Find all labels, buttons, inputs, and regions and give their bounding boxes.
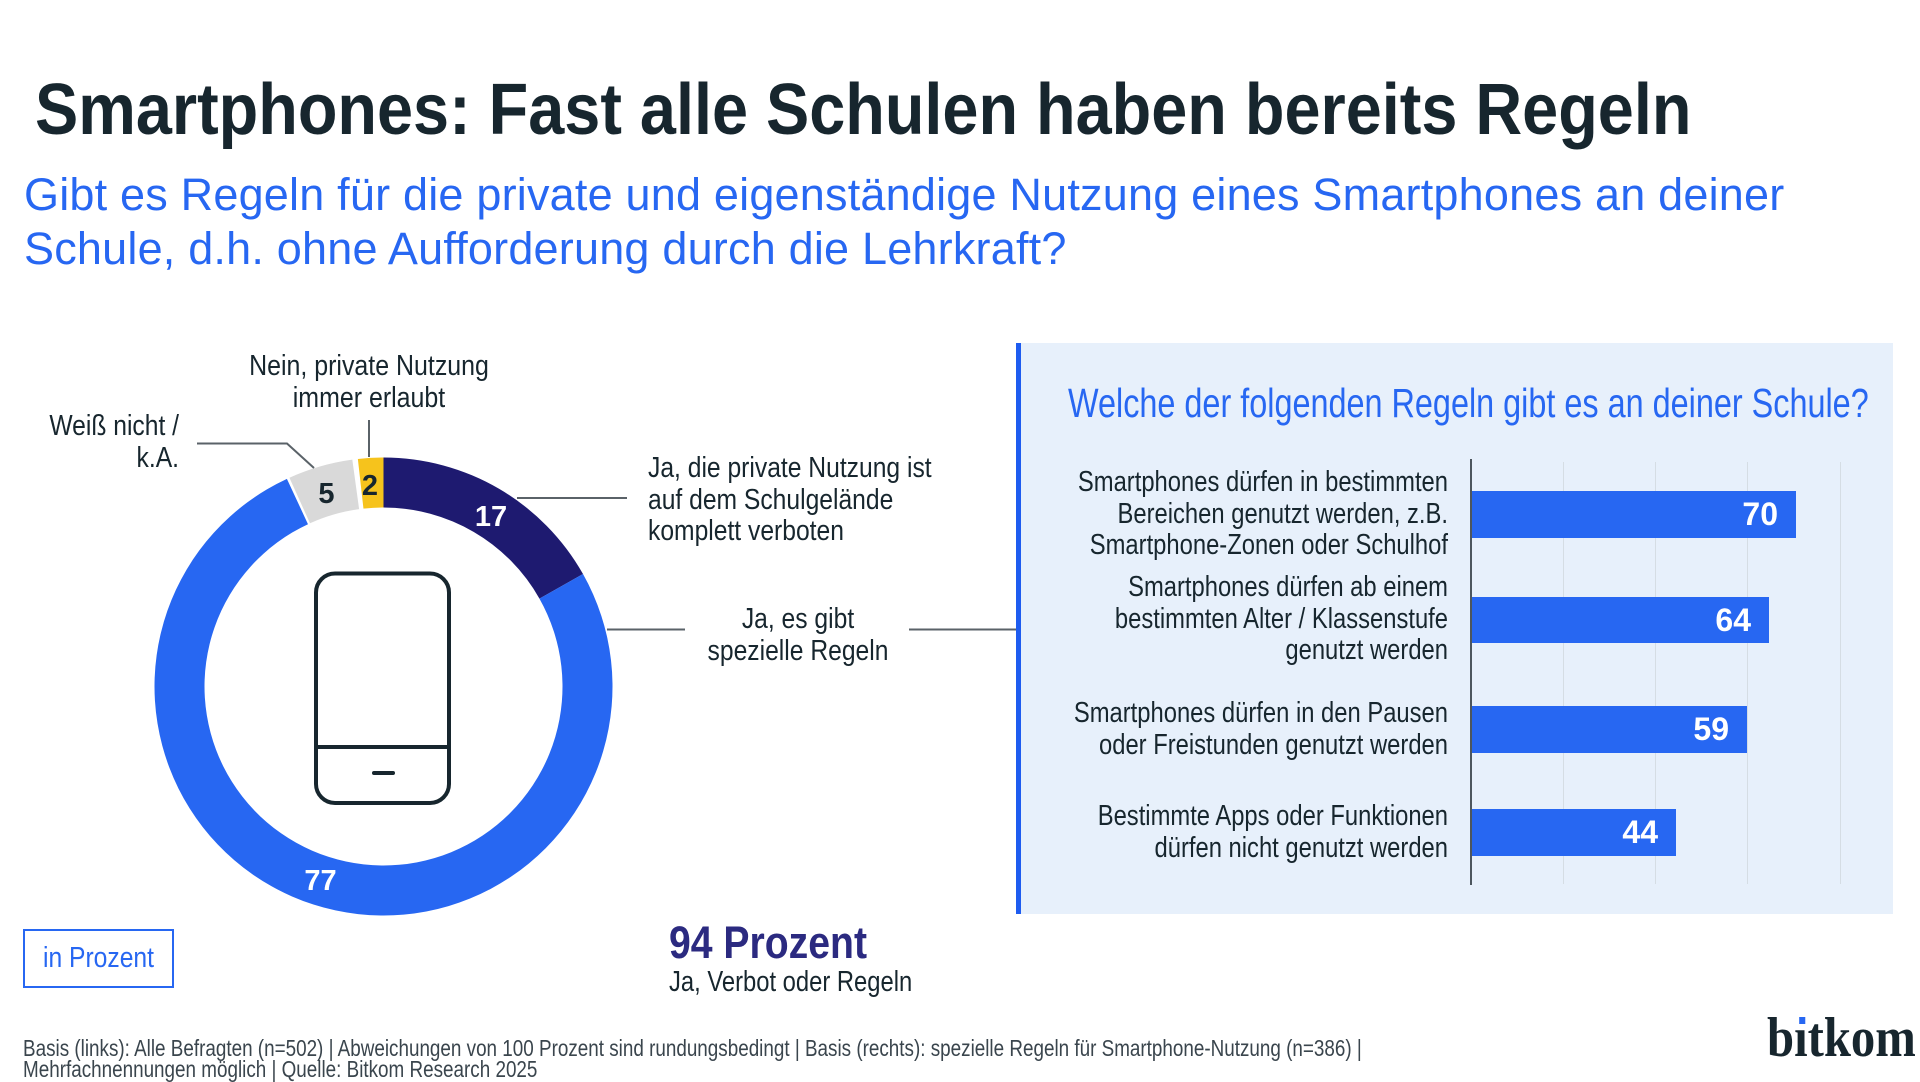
- svg-text:17: 17: [475, 501, 507, 533]
- svg-text:77: 77: [304, 865, 336, 897]
- svg-text:bıtkom: bıtkom: [1767, 1007, 1916, 1069]
- svg-text:2: 2: [362, 470, 378, 502]
- svg-text:5: 5: [318, 478, 334, 510]
